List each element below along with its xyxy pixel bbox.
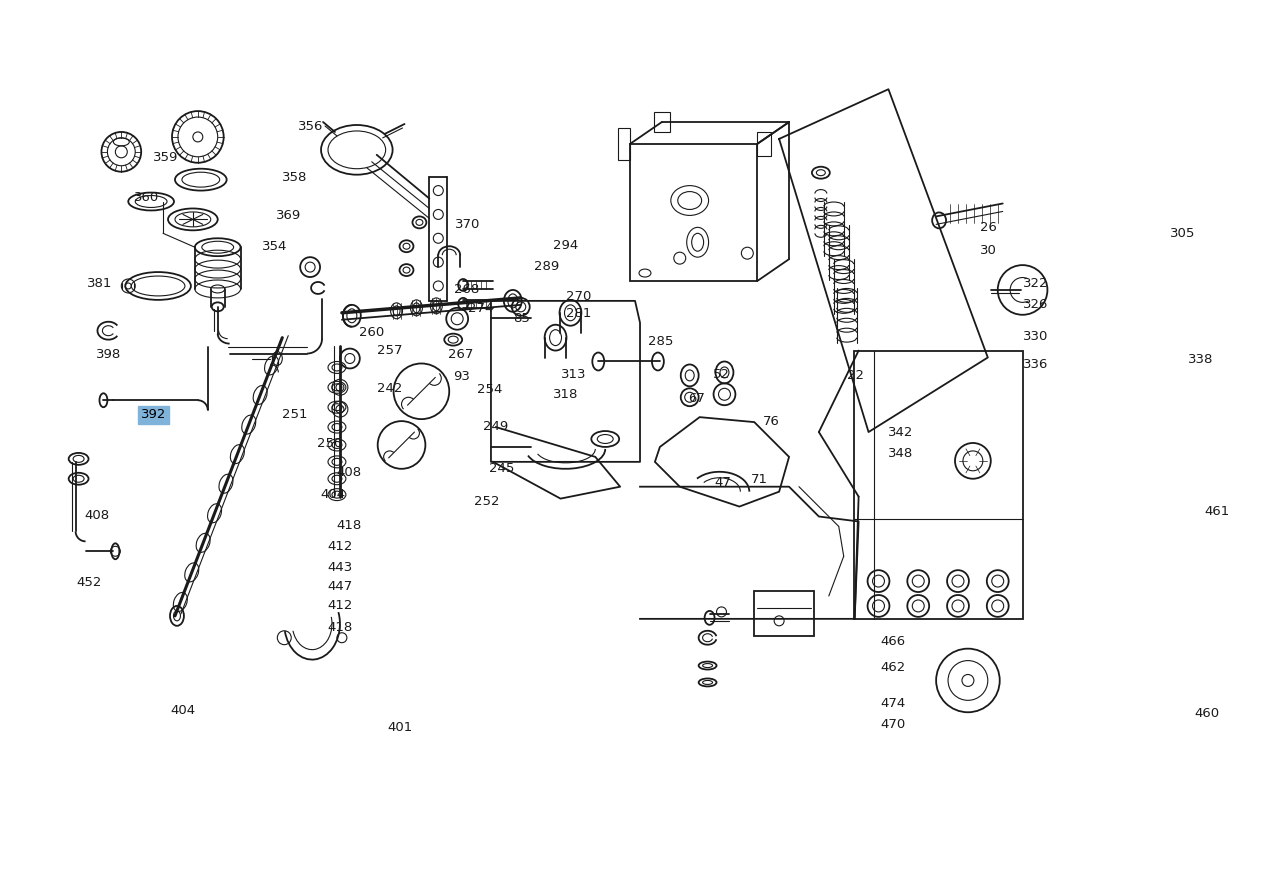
Text: 26: 26 [979, 221, 996, 234]
Text: 466: 466 [880, 635, 905, 648]
Text: 460: 460 [1194, 708, 1219, 720]
Text: 71: 71 [750, 473, 768, 486]
Bar [618, 128, 630, 160]
Text: 270: 270 [565, 290, 591, 303]
Text: 474: 474 [880, 697, 905, 709]
Text: 370: 370 [455, 218, 481, 232]
Text: 22: 22 [847, 369, 864, 382]
Text: 245: 245 [490, 461, 515, 474]
Text: 250: 250 [317, 438, 342, 450]
Text: 30: 30 [979, 244, 996, 257]
Text: 443: 443 [328, 561, 352, 574]
Text: 447: 447 [328, 581, 352, 593]
Text: 285: 285 [648, 335, 673, 348]
Text: 348: 348 [888, 446, 912, 460]
Text: 412: 412 [328, 540, 352, 553]
Text: 369: 369 [276, 209, 301, 222]
Text: 398: 398 [96, 348, 121, 361]
Bar [754, 591, 813, 636]
Text: 381: 381 [87, 277, 113, 290]
Text: 462: 462 [880, 661, 905, 674]
Text: 242: 242 [377, 382, 402, 396]
Bar [853, 351, 1023, 619]
Text: 358: 358 [283, 170, 308, 183]
Text: 67: 67 [689, 392, 705, 405]
Text: 461: 461 [1204, 505, 1230, 518]
Text: 356: 356 [298, 120, 323, 133]
Text: 260: 260 [359, 325, 384, 339]
Text: 305: 305 [1169, 227, 1195, 240]
Text: 452: 452 [77, 576, 103, 588]
Text: 93: 93 [454, 370, 470, 383]
Text: 289: 289 [535, 260, 559, 274]
Bar [654, 112, 669, 132]
Text: 257: 257 [377, 344, 402, 357]
Text: 52: 52 [713, 368, 730, 381]
Text: 76: 76 [762, 416, 780, 429]
Text: 408: 408 [337, 466, 361, 479]
Text: 470: 470 [880, 718, 905, 731]
Text: 360: 360 [135, 191, 159, 204]
Text: 354: 354 [262, 240, 288, 253]
Text: 249: 249 [483, 420, 508, 433]
Text: 336: 336 [1023, 358, 1049, 371]
Text: 322: 322 [1023, 277, 1049, 290]
Text: 267: 267 [448, 348, 474, 361]
Text: 359: 359 [153, 152, 179, 164]
Text: 251: 251 [283, 409, 308, 422]
Text: 401: 401 [387, 721, 412, 734]
Text: 338: 338 [1187, 353, 1213, 366]
Text: 47: 47 [714, 476, 731, 489]
Text: 418: 418 [337, 519, 361, 532]
Text: 342: 342 [888, 426, 914, 438]
Text: 404: 404 [321, 488, 346, 501]
Text: 318: 318 [553, 389, 578, 402]
Text: 392: 392 [140, 409, 166, 422]
Text: 85: 85 [514, 311, 531, 324]
Text: 418: 418 [328, 621, 352, 634]
Text: 326: 326 [1023, 298, 1049, 310]
Text: 294: 294 [553, 239, 578, 253]
Text: 404: 404 [170, 704, 195, 717]
Text: 252: 252 [474, 495, 500, 508]
Text: 412: 412 [328, 599, 352, 612]
Bar [630, 144, 757, 281]
Text: 313: 313 [560, 367, 586, 381]
Text: 254: 254 [477, 383, 502, 396]
Text: 281: 281 [565, 307, 591, 320]
Bar [757, 132, 771, 156]
Text: 274: 274 [468, 303, 493, 315]
Text: 268: 268 [454, 283, 479, 296]
Text: 330: 330 [1023, 330, 1049, 343]
Text: 408: 408 [85, 509, 109, 522]
